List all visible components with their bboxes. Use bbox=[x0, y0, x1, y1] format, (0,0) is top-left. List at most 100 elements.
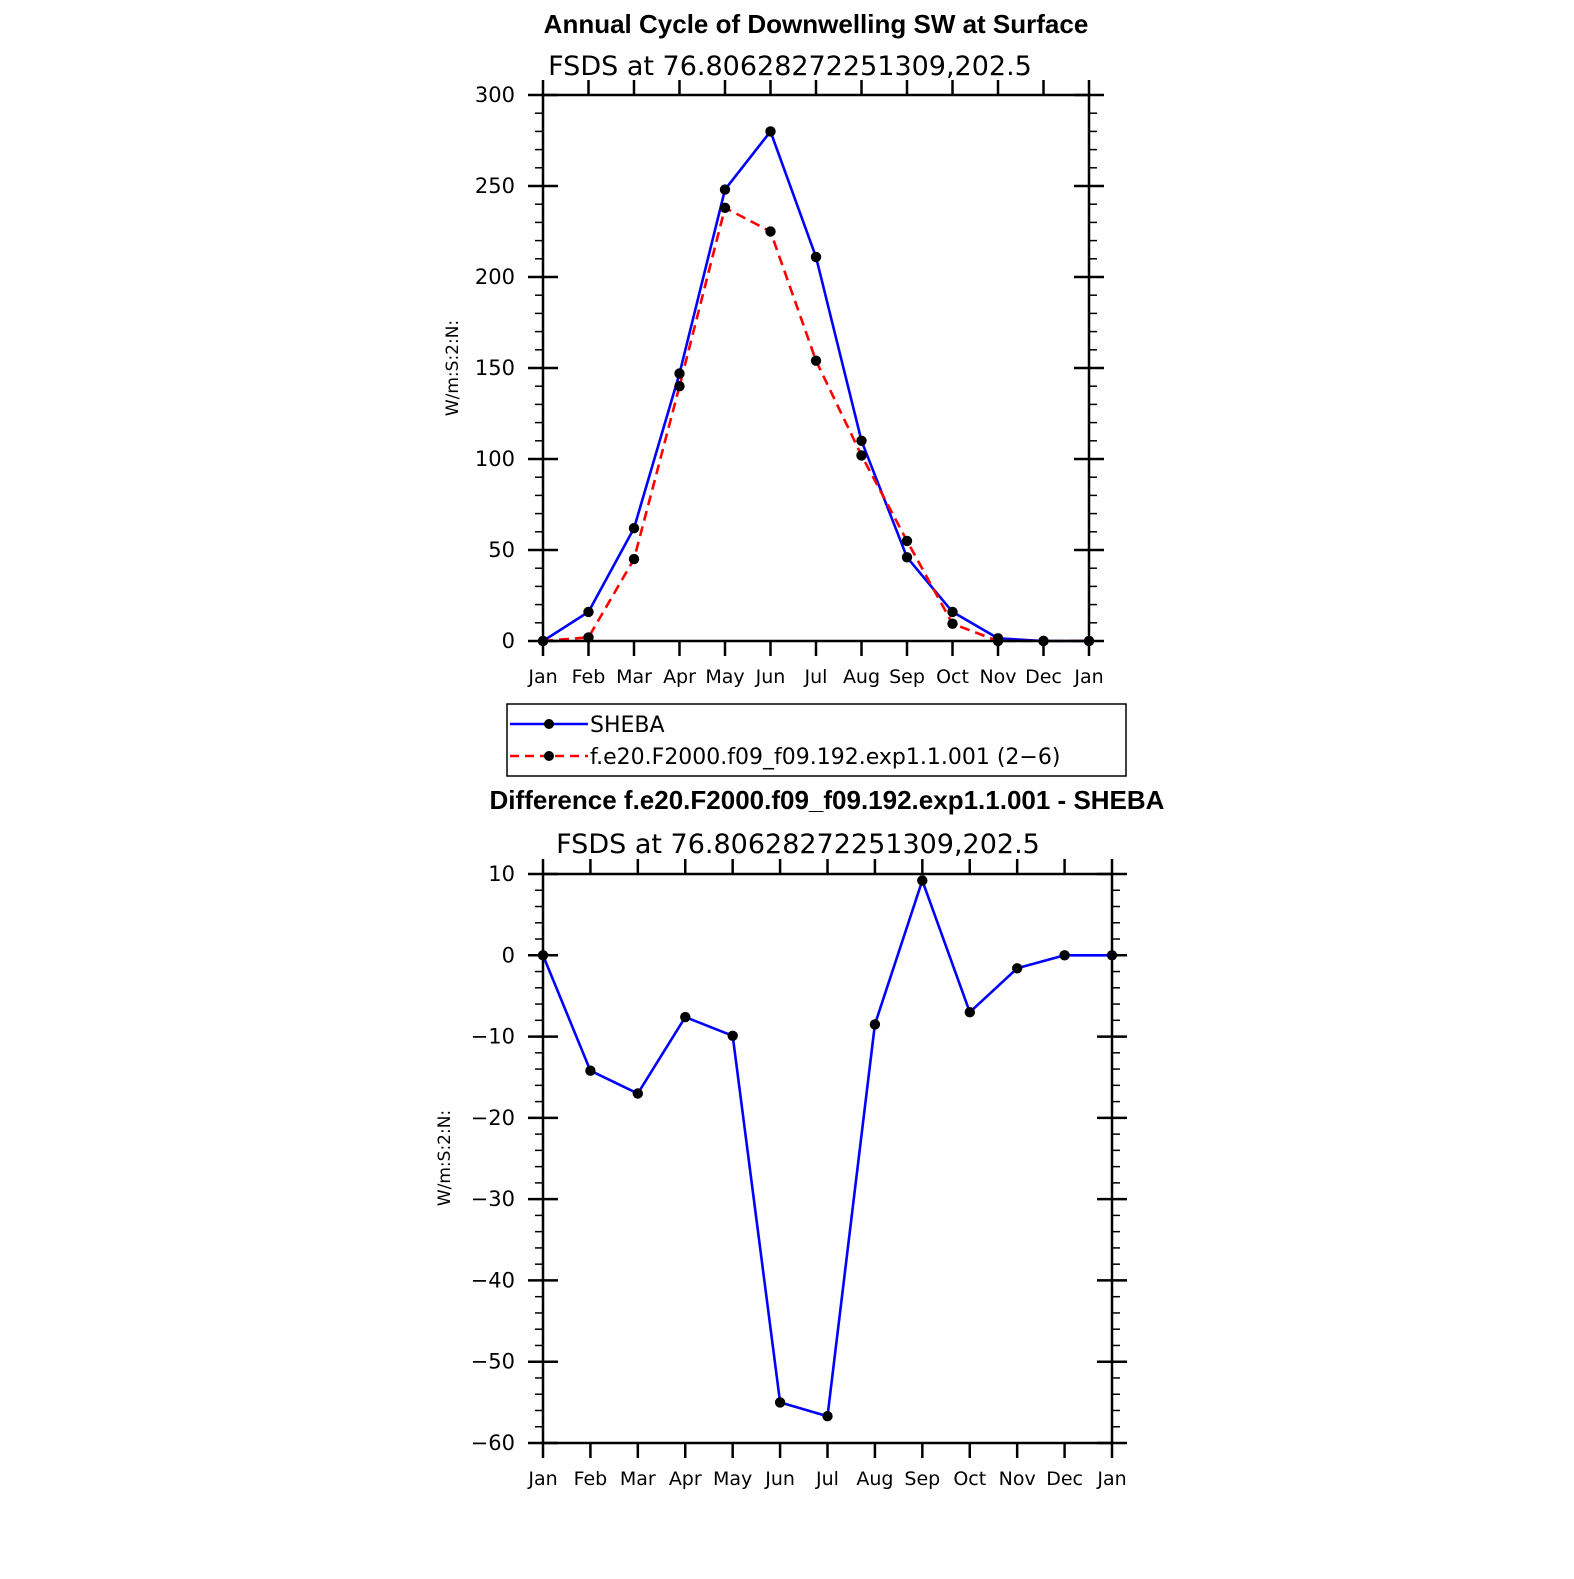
data-point bbox=[901, 535, 913, 547]
x-tick-label: Oct bbox=[936, 666, 969, 688]
chart-title: Annual Cycle of Downwelling SW at Surfac… bbox=[544, 9, 1089, 39]
series-lines bbox=[537, 126, 1095, 647]
data-point bbox=[719, 184, 731, 195]
data-point bbox=[727, 1030, 738, 1042]
data-point bbox=[585, 1065, 596, 1076]
legend-label-model: f.e20.F2000.f09_f09.192.exp1.1.001 (2−6) bbox=[590, 745, 1060, 770]
y-tick-label: 250 bbox=[475, 174, 515, 198]
data-point bbox=[765, 226, 776, 237]
data-point bbox=[583, 606, 594, 618]
x-tick-label: Sep bbox=[889, 666, 925, 688]
data-point bbox=[628, 553, 640, 565]
data-point bbox=[964, 1007, 975, 1018]
y-tick-label: 100 bbox=[475, 447, 515, 471]
legend-item-model: f.e20.F2000.f09_f09.192.exp1.1.001 (2−6) bbox=[510, 745, 1060, 770]
y-tick-label: −10 bbox=[471, 1025, 515, 1049]
x-tick-label: May bbox=[705, 666, 744, 688]
difference-chart: Difference f.e20.F2000.f09_f09.192.exp1.… bbox=[435, 785, 1165, 1490]
tick-marks bbox=[528, 80, 1104, 656]
legend-marker-model bbox=[544, 751, 554, 761]
x-tick-label: Aug bbox=[843, 666, 880, 688]
legend-marker-sheba bbox=[544, 719, 554, 729]
x-tick-label: Jan bbox=[1073, 666, 1103, 688]
plot-frame bbox=[541, 93, 1091, 643]
y-tick-label: −30 bbox=[471, 1187, 515, 1211]
legend-label-sheba: SHEBA bbox=[590, 713, 665, 738]
series-line-1 bbox=[542, 206, 1089, 643]
tick-marks bbox=[528, 859, 1127, 1458]
legend-box bbox=[506, 703, 1127, 777]
y-tick-label: 0 bbox=[502, 943, 515, 967]
x-tick-label: Jul bbox=[815, 1468, 839, 1490]
y-tick-label: 0 bbox=[502, 629, 515, 653]
data-point bbox=[869, 1019, 881, 1030]
x-tick-label: Mar bbox=[620, 1468, 656, 1490]
y-tick-label: 150 bbox=[475, 356, 515, 380]
chart-subtitle: FSDS at 76.80628272251309,202.5 bbox=[556, 829, 1040, 860]
x-tick-label: Nov bbox=[979, 666, 1016, 688]
x-tick-label: Dec bbox=[1025, 666, 1062, 688]
data-point bbox=[822, 1411, 833, 1422]
y-tick-label: −40 bbox=[471, 1268, 515, 1292]
x-tick-label: Feb bbox=[574, 1468, 608, 1490]
data-point bbox=[947, 606, 958, 618]
data-point bbox=[1012, 963, 1023, 974]
data-point bbox=[680, 1011, 691, 1023]
y-axis-label: W/m:S:2:N: bbox=[443, 320, 463, 416]
data-point bbox=[719, 202, 731, 213]
y-tick-labels: −60 −50 −40 −30 −20 −10 0 10 bbox=[471, 862, 515, 1455]
y-tick-label: 10 bbox=[488, 862, 515, 886]
x-tick-label: Nov bbox=[999, 1468, 1036, 1490]
data-point bbox=[901, 552, 913, 563]
data-point bbox=[774, 1397, 786, 1408]
x-tick-label: Sep bbox=[904, 1468, 940, 1490]
x-tick-label: Jan bbox=[527, 666, 557, 688]
x-tick-label: Jul bbox=[804, 666, 828, 688]
annual-cycle-chart: Annual Cycle of Downwelling SW at Surfac… bbox=[443, 9, 1104, 688]
data-point bbox=[810, 251, 822, 263]
legend-item-sheba: SHEBA bbox=[510, 713, 665, 738]
series-lines bbox=[537, 875, 1118, 1422]
x-tick-label: Apr bbox=[669, 1468, 702, 1490]
chart-title: Difference f.e20.F2000.f09_f09.192.exp1.… bbox=[490, 785, 1165, 815]
x-tick-label: Jan bbox=[1096, 1468, 1126, 1490]
x-tick-label: Jan bbox=[527, 1468, 557, 1490]
data-point bbox=[1059, 950, 1070, 961]
series-line-0 bbox=[541, 879, 1112, 1418]
x-tick-label: May bbox=[713, 1468, 752, 1490]
x-tick-label: Mar bbox=[616, 666, 652, 688]
y-tick-labels: 0 50 100 150 200 250 300 bbox=[475, 83, 515, 653]
data-point bbox=[856, 450, 867, 461]
x-tick-label: Oct bbox=[953, 1468, 986, 1490]
x-tick-label: Aug bbox=[856, 1468, 893, 1490]
data-point bbox=[674, 381, 685, 392]
x-tick-label: Apr bbox=[663, 666, 696, 688]
series-line-0 bbox=[542, 130, 1089, 643]
y-tick-label: 300 bbox=[475, 83, 515, 107]
data-point bbox=[917, 875, 928, 886]
x-tick-labels: Jan Feb Mar Apr May Jun Jul Aug Sep Oct Nov Dec Jan bbox=[527, 666, 1103, 688]
data-point bbox=[810, 355, 822, 366]
x-tick-label: Dec bbox=[1046, 1468, 1083, 1490]
y-axis-label: W/m:S:2:N: bbox=[435, 1110, 455, 1206]
x-tick-label: Jun bbox=[764, 1468, 795, 1490]
data-point bbox=[632, 1088, 643, 1099]
data-point bbox=[674, 368, 685, 379]
plot-frame bbox=[541, 872, 1114, 1445]
data-point bbox=[947, 618, 958, 629]
x-tick-label: Jun bbox=[755, 666, 786, 688]
data-point bbox=[856, 435, 867, 446]
chart-subtitle: FSDS at 76.80628272251309,202.5 bbox=[548, 51, 1032, 82]
legend: SHEBA f.e20.F2000.f09_f09.192.exp1.1.001… bbox=[506, 703, 1127, 777]
data-point bbox=[765, 126, 776, 137]
data-point bbox=[628, 523, 640, 534]
y-tick-label: 200 bbox=[475, 265, 515, 289]
y-tick-label: −60 bbox=[471, 1431, 515, 1455]
y-tick-label: −20 bbox=[471, 1106, 515, 1130]
y-tick-label: 50 bbox=[488, 538, 515, 562]
x-tick-label: Feb bbox=[572, 666, 606, 688]
x-tick-labels: Jan Feb Mar Apr May Jun Jul Aug Sep Oct Nov Dec Jan bbox=[527, 1468, 1126, 1490]
y-tick-label: −50 bbox=[471, 1350, 515, 1374]
